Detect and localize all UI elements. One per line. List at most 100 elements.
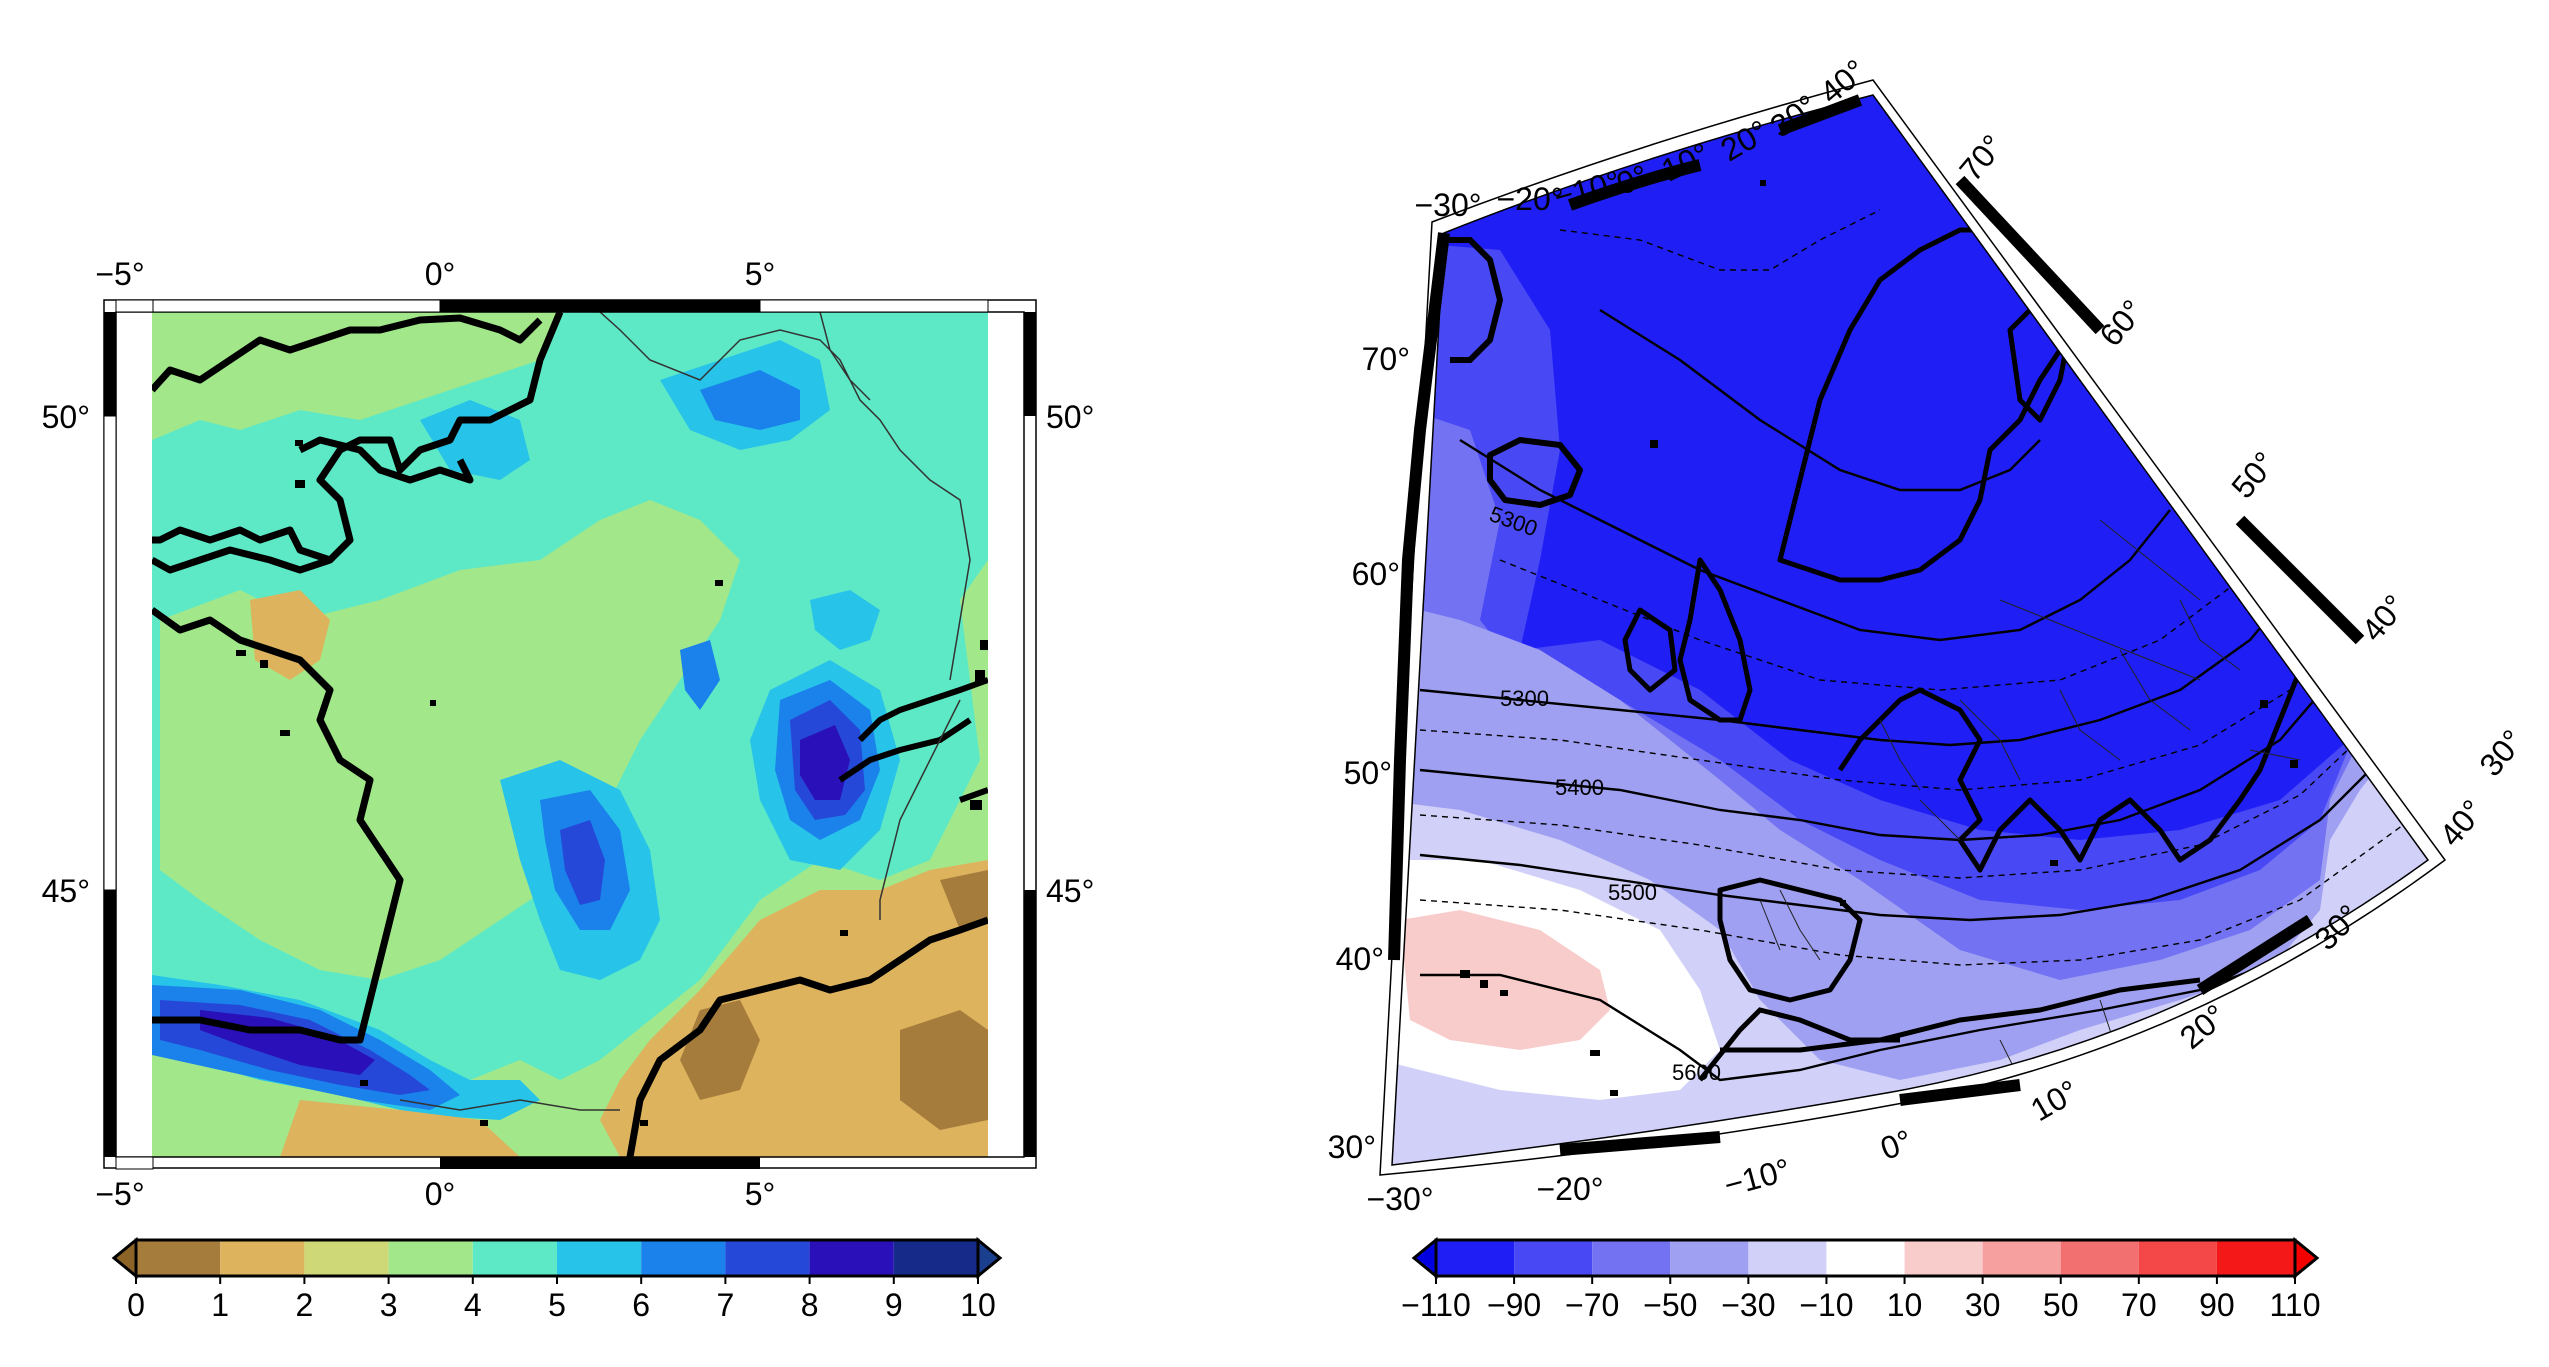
colorbar-segment [725, 1240, 810, 1276]
left-coastline [152, 312, 988, 1157]
colorbar-label: −90 [1487, 1287, 1541, 1323]
right-borders [1759, 519, 2301, 1081]
colorbar-label: 90 [2199, 1287, 2235, 1323]
colorbar-label: 5 [548, 1287, 566, 1323]
tick-label: 50° [1046, 399, 1094, 435]
right-greenland [1444, 237, 1504, 363]
right-lat-ticks-left: 70° 60° 50° 40° 30° [1328, 341, 1410, 1165]
colorbar-over-triangle [976, 1236, 1003, 1280]
contour-label: 5400 [1555, 775, 1604, 800]
height-contour-5200 [1459, 438, 2171, 642]
tick-label: 70° [1952, 128, 2011, 188]
colorbar-segment [2216, 1240, 2295, 1276]
colorbar-segment [1982, 1240, 2061, 1276]
colorbar-label: 2 [296, 1287, 314, 1323]
right-map-frame [1379, 79, 2447, 1176]
tick-label: −10° [1720, 1151, 1794, 1203]
tick-label: 60° [1352, 556, 1400, 592]
colorbar-label: −110 [1401, 1287, 1471, 1323]
colorbar-under-triangle [111, 1236, 138, 1280]
colorbar-segment [641, 1240, 726, 1276]
colorbar-segment [1436, 1240, 1515, 1276]
tick-label: 50° [42, 399, 90, 435]
colorbar-label: 4 [464, 1287, 482, 1323]
left-coastline-east [838, 677, 988, 803]
contour-label: 5600 [1672, 1060, 1721, 1085]
tick-label: 0° [1876, 1123, 1917, 1167]
colorbar-outline [1434, 1238, 2297, 1278]
contour-label: 5300 [1500, 686, 1549, 711]
colorbar-label: 3 [380, 1287, 398, 1323]
contour-label: 5500 [1608, 880, 1657, 905]
colorbar-segment [1826, 1240, 1905, 1276]
tick-label: 0° [425, 1176, 456, 1212]
field-level-0-1 [680, 870, 988, 1130]
tick-label: 10° [2025, 1073, 2085, 1128]
colorbar-label: 1 [211, 1287, 229, 1323]
colorbar-segment [1592, 1240, 1671, 1276]
tick-label: −5° [95, 1176, 144, 1212]
left-lat-ticks-left: 50° 45° [42, 399, 90, 909]
tick-label: −30° [1366, 1181, 1433, 1217]
colorbar-label: 6 [632, 1287, 650, 1323]
colorbar-segment [304, 1240, 389, 1276]
tick-label: 45° [1046, 873, 1094, 909]
tick-label: 40° [2432, 793, 2491, 853]
tick-label: 5° [745, 1176, 776, 1212]
colorbar-label: 0 [127, 1287, 145, 1323]
colorbar-segment [557, 1240, 642, 1276]
left-map-field [152, 312, 988, 1157]
tick-label: −20° [1496, 181, 1563, 217]
colorbar-label: 9 [885, 1287, 903, 1323]
right-british-isles [1622, 557, 1753, 723]
height-contour-5500 [1419, 739, 2401, 922]
colorbar-segment [809, 1240, 894, 1276]
colorbar-segment [2138, 1240, 2217, 1276]
left-colorbar: 0 1 2 3 4 5 6 7 8 9 10 [111, 1236, 1003, 1323]
colorbar-segment [1904, 1240, 1983, 1276]
tick-label: 30° [2472, 723, 2531, 783]
colorbar-label: 50 [2043, 1287, 2079, 1323]
colorbar-label: 70 [2121, 1287, 2157, 1323]
height-contour-5100 [1599, 308, 2041, 492]
left-map-frame [103, 299, 1037, 1170]
right-islands [1460, 180, 2298, 1096]
left-borders [399, 312, 971, 1111]
right-colorbar: −110 −90 −70 −50 −30 −10 10 30 50 70 90 110 [1401, 1236, 2321, 1323]
left-lon-ticks-top: −5° 0° 5° [95, 256, 775, 292]
colorbar-label: −70 [1565, 1287, 1619, 1323]
tick-label: 50° [2224, 445, 2283, 505]
left-islands [236, 440, 988, 1126]
field-level-8-9 [200, 725, 850, 1075]
colorbar-label: 10 [960, 1287, 996, 1323]
tick-label: 40° [1336, 941, 1384, 977]
colorbar-label: 10 [1887, 1287, 1923, 1323]
tick-label: 30° [1328, 1129, 1376, 1165]
colorbar-under-triangle [1411, 1236, 1438, 1280]
right-map-field [1392, 95, 2428, 1165]
right-africa [1698, 1007, 1900, 1082]
right-map: 5300 5400 5500 5600 5300 −30° −20° −10° … [1328, 52, 2531, 1323]
colorbar-label: −30 [1721, 1287, 1775, 1323]
tick-label: 0° [425, 256, 456, 292]
right-iceland [1487, 437, 1583, 508]
tick-label: −20° [1536, 1171, 1603, 1207]
tick-label: 50° [1344, 755, 1392, 791]
left-lon-ticks-bottom: −5° 0° 5° [95, 1176, 775, 1212]
colorbar-segment [220, 1240, 305, 1276]
colorbar-label: 7 [717, 1287, 735, 1323]
tick-label: −5° [95, 256, 144, 292]
tick-label: 5° [745, 256, 776, 292]
colorbar-over-triangle [2293, 1236, 2320, 1280]
tick-label: 40° [2354, 588, 2413, 648]
colorbar-segment [1514, 1240, 1593, 1276]
tick-label: 45° [42, 873, 90, 909]
colorbar-segment [893, 1240, 978, 1276]
field-level-7-8 [160, 700, 865, 1095]
right-coastline [1717, 569, 2353, 1053]
colorbar-segment [388, 1240, 473, 1276]
tick-label: 20° [2173, 997, 2233, 1056]
height-contour-5300 [1419, 509, 2332, 747]
